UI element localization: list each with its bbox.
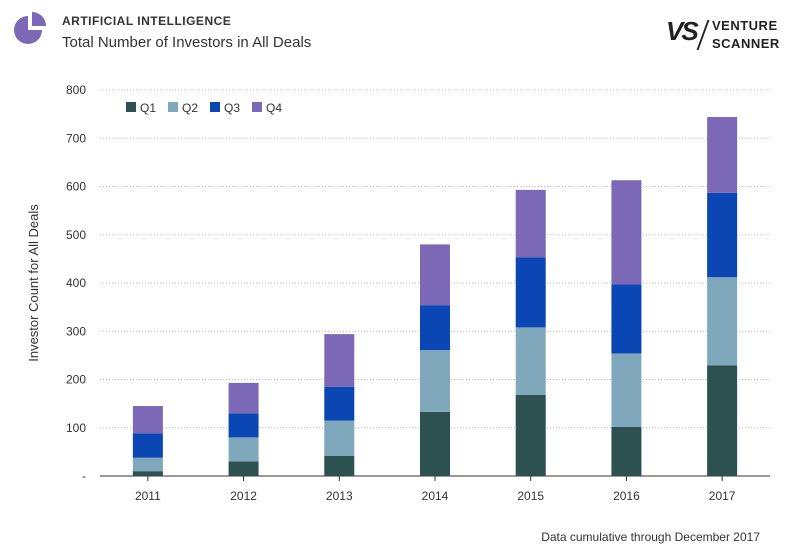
legend-label-q1: Q1 [140,101,156,115]
stacked-bar-chart: - 100 200 300 400 500 600 700 800 Investor Count … [26,83,770,503]
legend-swatch-q1 [126,102,136,112]
y-tick-label: - [82,469,86,483]
y-tick-label: 600 [66,180,86,194]
bar-q1-2015 [515,394,546,476]
x-tick-label: 2014 [422,489,449,503]
legend-label-q4: Q4 [266,101,282,115]
y-tick-label: 400 [66,276,86,290]
bar-q3-2016 [611,284,642,354]
x-tick-label: 2013 [326,489,353,503]
bar-q3-2017 [707,192,738,278]
y-tick-label: 300 [66,324,86,338]
footnote: Data cumulative through December 2017 [541,530,760,544]
bar-q3-2011 [132,433,163,458]
bar-q4-2015 [515,189,546,258]
brand-divider [696,20,710,50]
bar-q4-2017 [707,117,738,193]
bar-q2-2017 [707,277,738,366]
y-tick-label: 100 [66,421,86,435]
bar-q2-2016 [611,353,642,427]
y-axis-label: Investor Count for All Deals [26,204,41,362]
brand-mark: VS [666,16,699,46]
bar-q1-2013 [324,455,355,476]
bar-q1-2012 [228,461,259,476]
category-label: ARTIFICIAL INTELLIGENCE [62,14,232,28]
bar-q4-2011 [132,406,163,434]
y-tick-label: 200 [66,373,86,387]
bar-q2-2013 [324,420,355,456]
brand-name-line1: VENTURE [712,18,778,33]
bar-q2-2011 [132,457,163,472]
y-tick-label: 700 [66,131,86,145]
bar-q4-2014 [420,244,450,306]
bar-q3-2012 [228,413,259,438]
bar-q1-2014 [420,411,450,476]
legend-label-q2: Q2 [182,101,198,115]
brand-name-line2: SCANNER [712,36,780,51]
x-tick-label: 2012 [230,489,257,503]
x-tick-label: 2011 [135,489,161,503]
bar-q4-2013 [324,334,355,387]
bar-q2-2015 [515,327,546,395]
bar-q1-2016 [611,426,642,476]
x-tick-label: 2015 [517,489,544,503]
bar-q3-2014 [420,305,450,351]
bar-q3-2015 [515,257,546,328]
header: ARTIFICIAL INTELLIGENCE Total Number of … [0,0,800,70]
chart-title: Total Number of Investors in All Deals [62,34,312,51]
legend-label-q3: Q3 [224,101,240,115]
bar-q3-2013 [324,386,355,421]
bar-q1-2017 [707,365,738,476]
x-tick-label: 2016 [613,489,640,503]
legend-swatch-q4 [252,102,262,112]
x-tick-label: 2017 [709,489,736,503]
pie-chart-icon [14,12,46,44]
bar-q2-2012 [228,437,259,462]
bar-q2-2014 [420,350,450,412]
bar-q1-2011 [132,471,163,476]
legend-swatch-q3 [210,102,220,112]
legend-swatch-q2 [168,102,178,112]
y-tick-label: 800 [66,83,86,97]
y-tick-label: 500 [66,228,86,242]
bar-q4-2016 [611,180,642,285]
bar-q4-2012 [228,382,259,414]
